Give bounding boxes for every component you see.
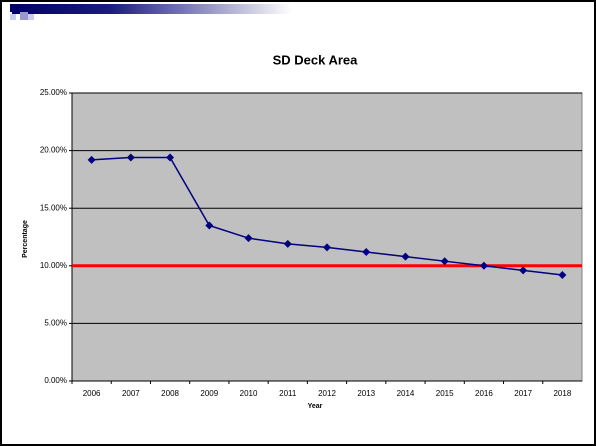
data-point	[166, 153, 175, 162]
data-point	[205, 221, 214, 230]
x-tick-label: 2017	[514, 389, 532, 398]
data-point	[87, 155, 96, 164]
plot-area	[71, 92, 583, 382]
x-tick-label: 2015	[436, 389, 454, 398]
data-point	[479, 261, 488, 270]
data-point	[244, 234, 253, 243]
y-tick-label: 0.00%	[44, 376, 67, 385]
chart-title: SD Deck Area	[273, 52, 359, 67]
y-tick-label: 20.00%	[40, 146, 67, 155]
x-tick-label: 2006	[83, 389, 101, 398]
y-tick-label: 5.00%	[44, 319, 67, 328]
x-tick-label: 2018	[553, 389, 571, 398]
y-tick-label: 10.00%	[40, 261, 67, 270]
x-tick-label: 2008	[161, 389, 179, 398]
data-point	[558, 271, 567, 280]
x-axis-title: Year	[308, 403, 323, 410]
data-point	[126, 153, 135, 162]
data-point	[362, 247, 371, 256]
x-tick-label: 2012	[318, 389, 336, 398]
data-point	[440, 257, 449, 266]
x-tick-label: 2010	[240, 389, 258, 398]
data-point	[283, 239, 292, 248]
x-tick-label: 2007	[122, 389, 140, 398]
y-axis-title: Percentage	[22, 220, 29, 258]
x-tick-label: 2009	[200, 389, 218, 398]
data-point	[519, 266, 528, 275]
data-point	[323, 243, 331, 252]
x-tick-label: 2011	[279, 389, 297, 398]
x-tick-label: 2013	[357, 389, 375, 398]
y-tick-label: 15.00%	[40, 203, 67, 212]
x-tick-label: 2016	[475, 389, 493, 398]
header-decoration	[10, 4, 292, 20]
y-tick-label: 25.00%	[40, 88, 67, 97]
x-tick-label: 2014	[397, 389, 415, 398]
data-point	[401, 252, 410, 261]
